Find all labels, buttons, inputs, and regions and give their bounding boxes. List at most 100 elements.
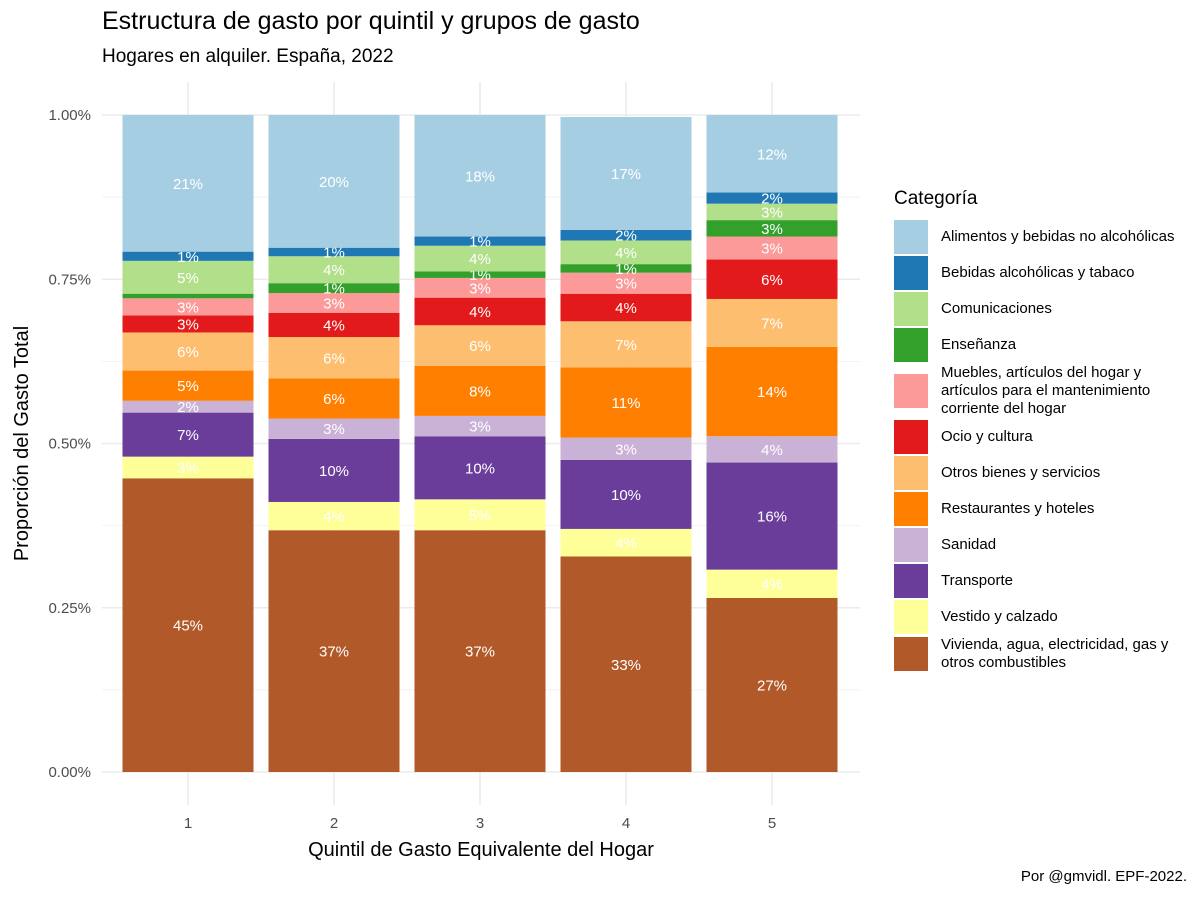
bar-segment [414,297,546,326]
data-label: 37% [319,644,349,661]
legend-swatch [894,600,928,634]
legend-label: Sanidad [941,536,997,553]
data-label: 7% [761,315,783,332]
caption: Por @gmvidl. EPF-2022. [1020,868,1187,885]
legend-label: Restaurantes y hoteles [941,500,1095,517]
data-label: 4% [323,262,345,279]
data-label: 3% [323,295,345,312]
bar-segment [414,277,546,298]
bar-segment [122,478,254,772]
data-label: 6% [323,391,345,408]
bar-segment [268,293,400,313]
bar-segment [560,459,692,529]
chart-title: Estructura de gasto por quintil y grupos… [102,7,640,35]
data-label: 33% [611,657,641,674]
x-tick-label: 4 [622,815,630,832]
bar-segment [560,240,692,265]
data-label: 4% [615,535,637,552]
legend-swatch [894,292,928,326]
data-label: 2% [761,191,783,208]
legend-item: Comunicaciones [894,292,1194,326]
bar-segment [706,115,838,193]
bar-segment [268,312,400,338]
y-axis-title: Proporción del Gasto Total [11,326,33,561]
legend-item: Enseñanza [894,328,1194,362]
bar-segment [414,365,546,416]
data-label: 1% [469,234,491,251]
bar-segment [706,203,838,221]
legend-title: Categoría [894,188,978,209]
bar-segment [414,530,546,772]
data-label: 5% [469,507,491,524]
data-label: 10% [319,463,349,480]
x-tick-label: 2 [330,815,338,832]
y-tick-label: 0.00% [48,764,91,781]
bar-segment [268,378,400,419]
bar-segment [706,298,838,347]
y-tick-label: 0.75% [48,271,91,288]
legend-label: Vestido y calzado [941,608,1058,625]
data-label: 8% [469,383,491,400]
data-label: 20% [319,174,349,191]
legend-item: Bebidas alcohólicas y tabaco [894,256,1194,290]
data-label: 1% [469,267,491,284]
legend-swatch [894,420,928,454]
bar-segment [122,315,254,333]
data-label: 3% [469,280,491,297]
legend-label: Bebidas alcohólicas y tabaco [941,264,1135,281]
data-label: 3% [177,316,199,333]
data-label: 3% [469,419,491,436]
data-label: 14% [757,384,787,401]
data-label: 3% [323,421,345,438]
bar-segment [268,418,400,439]
data-label: 6% [177,344,199,361]
x-tick-label: 5 [768,815,776,832]
data-label: 3% [761,241,783,258]
legend-items: Alimentos y bebidas no alcohólicas Bebida… [894,220,1194,672]
legend-item: Ocio y cultura [894,420,1194,454]
legend-swatch [894,456,928,490]
bar-segment [122,293,254,299]
bar-segment [414,436,546,500]
bar-segment [122,260,254,294]
bar-segment [560,264,692,273]
bar-segment [706,220,838,237]
data-label: 37% [465,644,495,661]
data-label: 7% [615,337,637,354]
bar-segment [122,115,254,252]
bar-segment [268,247,400,257]
bar-segment [414,325,546,366]
data-label: 4% [761,576,783,593]
legend-label: Otros bienes y servicios [941,464,1101,481]
data-label: 2% [615,228,637,245]
data-label: 11% [612,395,641,412]
bar-segment [122,412,254,457]
bar-segment [122,298,254,316]
legend-swatch [894,637,928,671]
chart-subtitle: Hogares en alquiler. España, 2022 [102,46,394,67]
legend-label: Comunicaciones [941,300,1052,317]
data-label: 1% [323,281,345,298]
bar-segment [560,272,692,294]
bar-segment [268,115,400,248]
data-label: 4% [323,317,345,334]
x-axis-title: Quintil de Gasto Equivalente del Hogar [308,839,654,861]
bar-segment [560,293,692,322]
bar-segment [268,337,400,379]
data-label: 17% [611,166,641,183]
data-label: 12% [757,146,787,163]
legend-swatch [894,528,928,562]
data-label: 18% [465,168,495,185]
legend-item: Transporte [894,564,1194,598]
data-label: 4% [615,245,637,262]
bar-segment [706,597,838,772]
legend-swatch [894,328,928,362]
legend-item: Muebles, artículos del hogar y artículos… [894,364,1194,418]
bar-segment [414,415,546,437]
bar-segment [268,256,400,284]
legend-item: Otros bienes y servicios [894,456,1194,490]
data-label: 45% [173,618,203,635]
bar-segment [268,438,400,502]
data-label: 5% [177,270,199,287]
data-label: 3% [177,299,199,316]
